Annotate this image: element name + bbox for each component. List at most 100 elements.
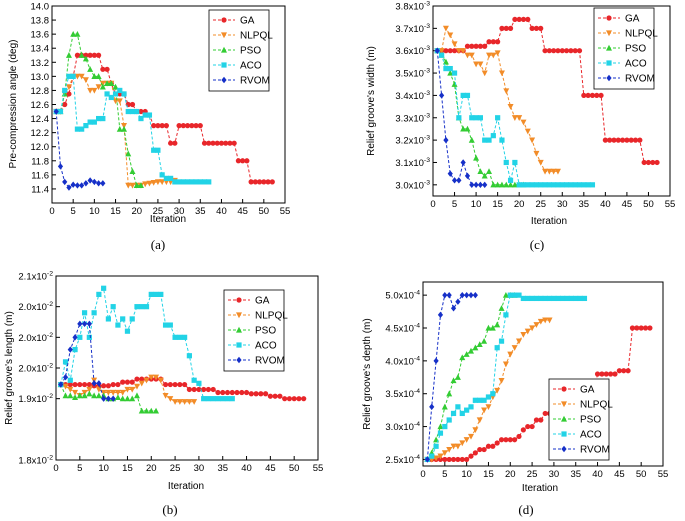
data-point-pso [489, 324, 496, 331]
series-aco [58, 285, 235, 402]
data-point-aco [66, 73, 72, 79]
data-point-aco [439, 52, 445, 58]
data-point-rvom [57, 163, 64, 170]
data-point-ga [472, 450, 478, 456]
data-point-ga [168, 140, 174, 146]
data-point-aco [447, 65, 453, 72]
legend-label-aco: ACO [240, 61, 262, 72]
data-point-pso [143, 407, 150, 414]
legend-marker-nlpql [221, 32, 227, 39]
data-point-ga [167, 381, 173, 388]
panel-label: (d) [518, 502, 533, 517]
x-tick-label: 5 [77, 463, 82, 474]
data-point-aco [538, 182, 544, 188]
data-point-ga [563, 48, 570, 54]
data-point-aco [542, 182, 548, 188]
data-point-ga [516, 16, 522, 23]
y-tick-label: 12.4 [31, 114, 50, 125]
data-point-nlpql [481, 407, 488, 414]
data-point-aco [180, 179, 186, 185]
data-point-nlpql [99, 80, 106, 87]
data-point-ga [464, 43, 471, 49]
legend: GA NLPQL PSO ACO RVOM [223, 289, 288, 372]
legend-marker-rvom [221, 76, 227, 84]
data-point-ga [529, 25, 535, 31]
data-point-ga [277, 393, 283, 399]
data-point-aco [490, 391, 496, 397]
data-point-aco [577, 295, 583, 302]
x-tick-label: 40 [241, 463, 252, 474]
data-point-pso [459, 354, 466, 361]
data-point-aco [455, 404, 461, 410]
data-point-rvom [459, 291, 465, 299]
data-point-aco [585, 182, 591, 188]
data-point-aco [67, 377, 73, 383]
data-point-nlpql [159, 179, 166, 186]
data-point-ga [538, 25, 544, 31]
x-tick-label: 20 [146, 463, 157, 474]
data-point-aco [108, 94, 114, 101]
data-point-aco [91, 119, 97, 125]
data-point-nlpql [486, 52, 493, 59]
data-point-nlpql [533, 150, 540, 157]
data-point-aco [120, 316, 126, 322]
data-point-aco [125, 108, 131, 115]
data-point-ga [272, 393, 278, 399]
data-point-aco [159, 172, 165, 178]
series-rvom [53, 108, 106, 191]
data-point-pso [108, 80, 115, 86]
data-point-nlpql [498, 70, 505, 77]
data-point-nlpql [494, 50, 501, 57]
x-tick-label: 55 [658, 469, 669, 480]
data-point-rvom [460, 159, 466, 166]
data-point-ga [227, 140, 233, 146]
data-point-ga [525, 16, 531, 23]
x-tick-label: 45 [614, 469, 625, 480]
x-tick-label: 15 [110, 206, 121, 217]
data-point-nlpql [129, 182, 136, 189]
data-point-rvom [58, 381, 64, 388]
data-point-rvom [450, 305, 457, 312]
legend-marker-aco [236, 342, 242, 348]
data-point-nlpql [129, 386, 136, 393]
data-point-pso [507, 181, 514, 188]
y-tick-label: 2.0x10-2 [18, 301, 53, 313]
data-point-aco [525, 295, 531, 302]
data-point-rvom [437, 311, 444, 319]
data-point-ga [490, 443, 496, 449]
data-point-rvom [72, 334, 78, 341]
data-point-ga [244, 158, 250, 164]
data-point-nlpql [72, 389, 79, 396]
data-point-aco [555, 182, 561, 188]
legend-marker-aco [221, 62, 227, 68]
data-point-aco [105, 316, 111, 322]
data-point-pso [129, 395, 136, 402]
data-point-pso [503, 181, 510, 188]
data-point-rvom [434, 47, 440, 54]
y-tick-label: 3.5x10-4 [385, 388, 420, 400]
data-point-nlpql [114, 389, 121, 396]
data-point-nlpql [490, 52, 497, 59]
x-tick-label: 55 [313, 463, 324, 474]
series-layer [53, 30, 275, 191]
y-tick-label: 3.5x10-3 [395, 68, 430, 80]
data-point-ga [603, 371, 609, 377]
data-point-aco [564, 295, 570, 302]
data-point-nlpql [503, 88, 510, 95]
x-tick-label: 50 [289, 463, 300, 474]
data-point-ga [252, 179, 258, 185]
data-point-pso [490, 181, 497, 188]
x-tick-label: 50 [643, 199, 654, 210]
data-point-rvom [101, 395, 107, 402]
data-point-aco [62, 87, 68, 94]
data-point-nlpql [133, 383, 140, 390]
data-point-ga [551, 48, 557, 54]
data-point-nlpql [454, 443, 461, 450]
data-point-ga [155, 123, 161, 129]
x-tick-label: 55 [665, 199, 676, 210]
data-point-pso [137, 182, 144, 189]
y-tick-label: 11.6 [31, 170, 49, 181]
data-point-ga [282, 396, 288, 402]
data-point-ga [585, 92, 591, 99]
data-point-nlpql [433, 455, 440, 462]
